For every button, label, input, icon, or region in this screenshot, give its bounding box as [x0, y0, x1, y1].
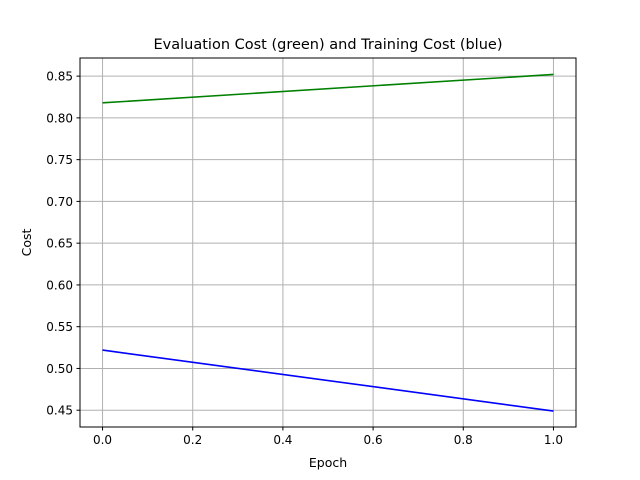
chart-title: Evaluation Cost (green) and Training Cos… [154, 37, 503, 53]
x-tick-label: 0.8 [454, 433, 473, 447]
y-tick-label: 0.50 [46, 362, 73, 376]
x-axis: 0.0 0.2 0.4 0.6 0.8 1.0 [93, 427, 563, 447]
plot-frame [79, 57, 577, 428]
x-tick-label: 0.2 [183, 433, 202, 447]
y-axis: 0.45 0.50 0.55 0.60 0.65 0.70 0.75 0.80 0.85 [46, 70, 80, 418]
x-tick-label: 0.6 [364, 433, 383, 447]
series-line-1 [102, 73, 554, 104]
x-tick-label: 0.0 [93, 433, 112, 447]
series-layer [102, 73, 554, 412]
y-axis-label: Cost [19, 229, 34, 257]
x-axis-label: Epoch [309, 455, 347, 470]
y-tick-label: 0.55 [46, 320, 73, 334]
plot-area [80, 58, 576, 427]
y-tick-label: 0.45 [46, 404, 73, 418]
grid-lines [80, 58, 576, 427]
x-tick-label: 1.0 [544, 433, 563, 447]
series-line-2 [102, 349, 554, 412]
y-tick-label: 0.75 [46, 153, 73, 167]
y-tick-label: 0.65 [46, 237, 73, 251]
y-tick-label: 0.80 [46, 111, 73, 125]
y-tick-label: 0.70 [46, 195, 73, 209]
y-tick-label: 0.60 [46, 278, 73, 292]
x-tick-label: 0.4 [273, 433, 292, 447]
y-tick-label: 0.85 [46, 70, 73, 84]
